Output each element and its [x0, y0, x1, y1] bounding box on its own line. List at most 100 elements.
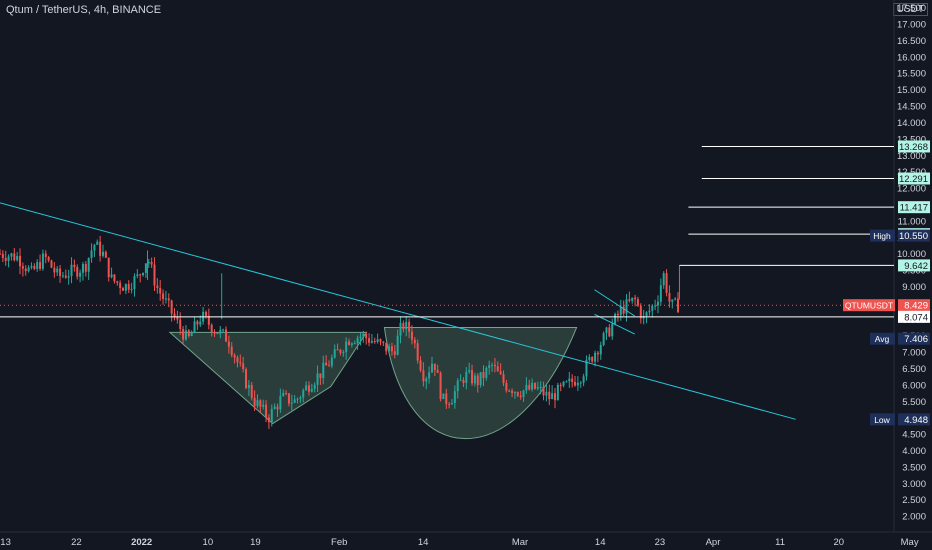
candle-body	[471, 370, 474, 384]
candle-body	[350, 343, 353, 345]
candle-body	[413, 339, 416, 344]
candle-body	[654, 305, 657, 307]
x-tick-label: 20	[834, 537, 845, 548]
y-tick-label: 10.000	[897, 249, 926, 260]
x-tick-label: 11	[775, 537, 785, 548]
candle-body	[619, 306, 622, 316]
y-tick-label: 14.000	[897, 118, 926, 129]
candle-body	[13, 253, 16, 261]
candle-body	[127, 284, 130, 290]
candle-body	[408, 321, 411, 332]
candle-body	[296, 398, 299, 400]
candle-body	[365, 333, 368, 339]
candle-body	[79, 272, 82, 277]
y-tick-label: 17.500	[897, 3, 926, 14]
target-level-badge	[898, 140, 930, 153]
candle-body	[516, 392, 519, 396]
candle-body	[61, 275, 64, 277]
candle-body	[219, 329, 222, 334]
candle-body	[113, 274, 116, 282]
y-tick-label: 6.000	[902, 380, 926, 391]
y-tick-label: 11.000	[898, 216, 926, 227]
candle-body	[531, 382, 534, 390]
candle-body	[359, 336, 362, 339]
candle-body	[677, 298, 680, 313]
candle-body	[196, 321, 199, 325]
candle-body	[19, 255, 22, 267]
currency-unit-label[interactable]: USDT	[892, 3, 928, 16]
target-level-badge	[898, 201, 930, 214]
candle-body	[348, 341, 351, 345]
candle-body	[562, 381, 565, 386]
candle-body	[599, 344, 602, 355]
y-tick-label: 2.000	[902, 512, 926, 523]
candle-body	[419, 360, 422, 371]
y-tick-label: 5.500	[902, 397, 926, 408]
candle-body	[242, 363, 245, 370]
candle-body	[81, 264, 84, 273]
candle-body	[648, 310, 651, 313]
candle-body	[428, 372, 431, 379]
candle-body	[139, 274, 142, 276]
candle-body	[110, 274, 113, 278]
candle-body	[142, 272, 145, 276]
candle-body	[611, 323, 614, 337]
candle-body	[476, 375, 479, 386]
candle-body	[602, 333, 605, 345]
candle-body	[216, 332, 219, 334]
candle-body	[399, 322, 402, 336]
candle-body	[410, 331, 413, 340]
candle-body	[30, 265, 33, 268]
x-tick-label: 13	[0, 537, 11, 548]
candle-body	[368, 338, 371, 343]
candle-body	[184, 330, 187, 340]
candle-body	[370, 341, 373, 343]
candle-body	[614, 313, 617, 324]
candle-body	[539, 387, 542, 389]
descending-trendline	[0, 202, 796, 420]
candle-body	[545, 391, 548, 396]
candle-body	[190, 332, 193, 337]
candle-body	[342, 352, 345, 354]
candle-body	[493, 364, 496, 367]
candle-body	[674, 298, 677, 300]
candle-body	[382, 341, 385, 343]
candle-body	[104, 251, 107, 258]
candle-body	[70, 264, 73, 277]
candle-body	[307, 385, 310, 392]
x-tick-label: 14	[418, 537, 429, 548]
candle-body	[47, 256, 50, 261]
candle-body	[119, 282, 122, 288]
candle-body	[225, 329, 228, 342]
stat-value: 10.550	[899, 231, 928, 242]
candle-body	[553, 393, 556, 401]
y-tick-label: 13.000	[897, 151, 926, 162]
y-tick-label: 12.000	[897, 184, 926, 195]
candle-body	[339, 349, 342, 353]
candle-body	[568, 378, 571, 382]
candle-body	[107, 257, 110, 278]
candle-body	[33, 265, 36, 269]
candle-body	[574, 382, 577, 386]
candle-body	[279, 396, 282, 410]
candle-body	[631, 297, 634, 301]
candle-body	[150, 261, 153, 265]
candle-body	[319, 373, 322, 379]
candle-body	[90, 250, 93, 259]
target-level-value: 13.268	[899, 142, 928, 153]
y-tick-label: 13.500	[897, 134, 926, 145]
symbol-badge	[843, 299, 895, 312]
candle-body	[84, 264, 87, 272]
candle-body	[639, 305, 642, 319]
candle-body	[16, 255, 19, 261]
x-tick-label: Feb	[331, 537, 347, 548]
y-tick-label: 4.000	[902, 446, 926, 457]
candle-body	[133, 276, 136, 289]
candle-body	[250, 384, 253, 398]
symbol-label: QTUMUSDT	[845, 301, 893, 311]
candle-body	[628, 299, 631, 301]
candle-body	[522, 390, 525, 398]
y-tick-label: 9.000	[902, 282, 926, 293]
candle-body	[236, 357, 239, 363]
